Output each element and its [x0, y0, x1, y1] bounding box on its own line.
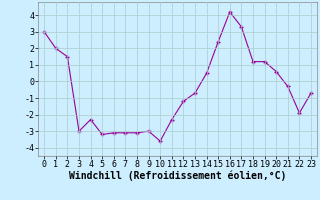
X-axis label: Windchill (Refroidissement éolien,°C): Windchill (Refroidissement éolien,°C) [69, 171, 286, 181]
